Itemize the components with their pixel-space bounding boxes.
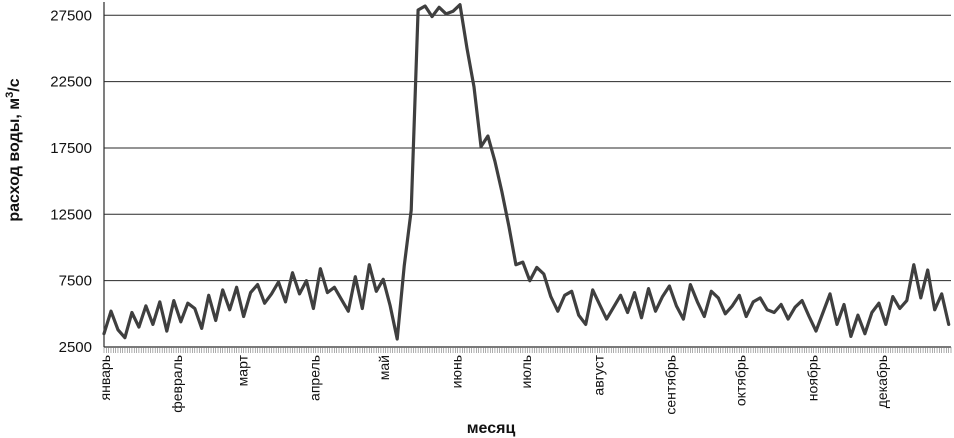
x-tick-label: октябрь: [732, 355, 748, 406]
series-line-0: [102, 3, 951, 341]
x-tick-label: август: [590, 354, 606, 395]
x-tick-label: февраль: [169, 355, 185, 413]
x-tick-label: декабрь: [874, 355, 890, 408]
y-axis-tick-labels: 2500 7500 12500 17500 22500 27500: [50, 7, 92, 356]
y-tick-label: 2500: [59, 339, 92, 356]
x-axis-tick-marks: [103, 347, 952, 353]
y-axis-title: расход воды, м3/с: [4, 78, 23, 221]
x-tick-label: сентябрь: [662, 355, 678, 415]
series-layer: [102, 3, 951, 341]
y-tick-label: 22500: [50, 74, 92, 91]
x-tick-label: январь: [97, 355, 113, 400]
x-tick-label: апрель: [306, 355, 322, 401]
x-tick-label: июль: [518, 355, 534, 388]
x-tick-label: ноябрь: [804, 355, 820, 401]
x-tick-label: май: [376, 355, 392, 380]
axes: [103, 2, 951, 348]
x-axis-month-labels: январь февраль март апрель май июнь июль август…: [97, 354, 890, 414]
y-tick-label: 7500: [59, 273, 92, 290]
y-tick-label: 12500: [50, 206, 92, 223]
x-tick-label: июнь: [448, 355, 464, 388]
y-tick-label: 27500: [50, 7, 92, 24]
y-axis-title-superscript: 3: [4, 92, 16, 98]
y-axis-title-main: расход воды, м: [6, 98, 23, 222]
y-tick-label: 17500: [50, 140, 92, 157]
x-tick-label: март: [234, 354, 250, 386]
x-axis-title: месяц: [467, 420, 516, 437]
gridlines: [104, 14, 951, 282]
y-axis-title-tail: /с: [6, 78, 23, 91]
